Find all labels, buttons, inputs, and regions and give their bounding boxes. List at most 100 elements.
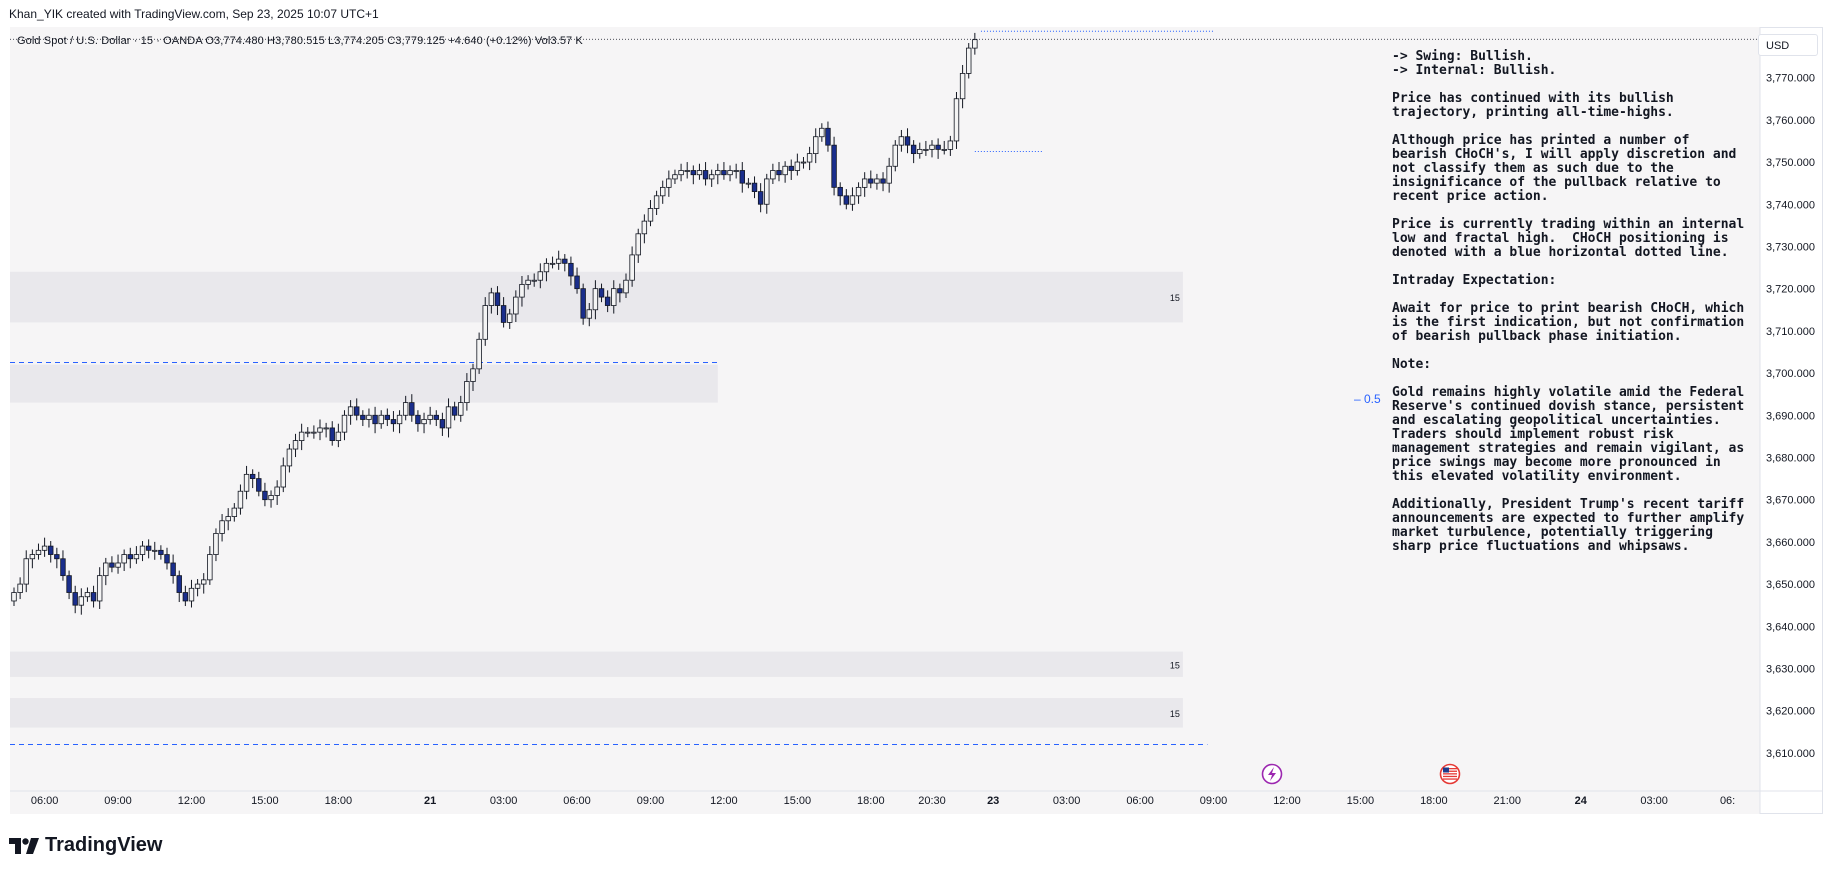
candle — [292, 433, 299, 458]
bullish-candle-body — [549, 262, 556, 265]
bullish-candle-body — [488, 292, 495, 306]
bullish-candle-body — [941, 148, 947, 151]
candle — [959, 64, 966, 109]
candle — [378, 410, 384, 429]
time-tick-label: 03:00 — [490, 795, 518, 807]
candle — [360, 410, 366, 427]
candle — [660, 180, 666, 204]
supply-demand-zone — [10, 651, 1183, 677]
fib-level-label: – 0.5 — [1354, 392, 1381, 406]
candle — [41, 537, 48, 557]
lightning-event-icon[interactable] — [1261, 763, 1283, 785]
time-tick-label: 21:00 — [1494, 795, 1522, 807]
candle — [721, 162, 727, 180]
candle — [207, 546, 213, 585]
chart-credit: Khan_YIK created with TradingView.com, S… — [9, 7, 379, 21]
price-axis[interactable]: 3,770.000 3,760.000 3,750.000 3,740.000 3,73… — [1759, 27, 1815, 814]
symbol-legend[interactable]: Gold Spot / U.S. Dollar · 15 · OANDA O3,… — [17, 35, 583, 47]
bullish-candle-body — [813, 136, 819, 155]
candle — [855, 182, 862, 204]
candle — [409, 394, 415, 422]
bullish-candle-body — [231, 507, 238, 517]
us-flag-event-icon[interactable] — [1439, 763, 1461, 785]
candle — [672, 169, 678, 184]
candle — [635, 228, 641, 263]
candle — [745, 178, 752, 189]
bearish-candle-body — [868, 178, 874, 184]
candle — [555, 250, 562, 270]
tradingview-logo-text: TradingView — [45, 834, 163, 856]
currency-button[interactable]: USD — [1758, 34, 1818, 56]
candle — [256, 471, 262, 497]
bullish-candle-body — [341, 414, 348, 433]
bullish-candle-body — [592, 288, 599, 311]
bullish-candle-body — [715, 170, 721, 176]
bullish-candle-body — [213, 533, 219, 555]
bearish-candle-body — [90, 592, 97, 602]
candle — [415, 410, 421, 432]
candle — [574, 267, 580, 294]
candle — [794, 153, 801, 176]
bearish-candle-body — [617, 288, 623, 294]
bullish-candle-body — [782, 165, 788, 176]
bullish-candle-body — [29, 554, 36, 560]
bullish-candle-body — [402, 402, 409, 416]
candle — [145, 539, 152, 559]
bearish-candle-body — [145, 545, 152, 551]
candle — [708, 169, 715, 187]
bullish-candle-body — [898, 136, 905, 146]
candle — [311, 425, 317, 439]
bullish-candle-body — [635, 233, 641, 256]
candle — [176, 570, 182, 603]
candle — [770, 163, 776, 184]
bearish-candle-body — [164, 554, 170, 564]
time-tick-label: 21 — [424, 795, 436, 807]
note-paragraph-trajectory: Price has continued with its bullish tra… — [1392, 91, 1682, 120]
bearish-candle-body — [910, 144, 917, 155]
candle — [751, 176, 758, 199]
price-tick-label: 3,690.000 — [1766, 410, 1815, 422]
lines-layer — [10, 30, 1760, 745]
zones-layer: 15 15 15 — [10, 271, 1183, 728]
candle — [298, 423, 305, 451]
bullish-candle-body — [947, 140, 954, 150]
bearish-candle-body — [127, 554, 133, 560]
bullish-candle-body — [972, 39, 978, 49]
candle — [127, 547, 133, 569]
time-tick-label: 18:00 — [325, 795, 353, 807]
candle — [329, 421, 335, 446]
candle — [439, 412, 446, 436]
candle — [268, 490, 274, 508]
time-tick-label: 12:00 — [1273, 795, 1301, 807]
bullish-candle-body — [861, 178, 868, 188]
candle — [323, 422, 329, 438]
bullish-candle-body — [629, 254, 635, 281]
candle — [194, 579, 201, 597]
bearish-candle-body — [256, 478, 262, 492]
bearish-candle-body — [158, 549, 164, 555]
candle — [139, 541, 146, 562]
price-tick-label: 3,720.000 — [1766, 284, 1815, 296]
time-tick-label: 03:00 — [1053, 795, 1081, 807]
candle — [29, 549, 36, 569]
bullish-candle-body — [647, 208, 654, 222]
bullish-candle-body — [317, 427, 323, 433]
candle — [109, 556, 115, 573]
price-tick-label: 3,650.000 — [1766, 579, 1815, 591]
time-axis[interactable]: 06:00 09:00 12:00 15:00 18:00 21 03:00 06:00 09:… — [10, 790, 1823, 807]
candle — [715, 163, 721, 185]
candle — [262, 482, 268, 507]
bullish-candle-body — [770, 170, 776, 180]
price-tick-label: 3,760.000 — [1766, 115, 1815, 127]
bullish-candle-body — [152, 549, 158, 552]
candle — [421, 412, 427, 434]
candle — [305, 427, 311, 438]
tradingview-logo[interactable]: TradingView — [9, 834, 162, 857]
bullish-candle-body — [745, 182, 752, 185]
bearish-candle-body — [788, 165, 794, 171]
bullish-candle-body — [800, 161, 807, 164]
bullish-candle-body — [696, 170, 703, 176]
candle — [384, 408, 391, 427]
candle — [525, 275, 531, 290]
